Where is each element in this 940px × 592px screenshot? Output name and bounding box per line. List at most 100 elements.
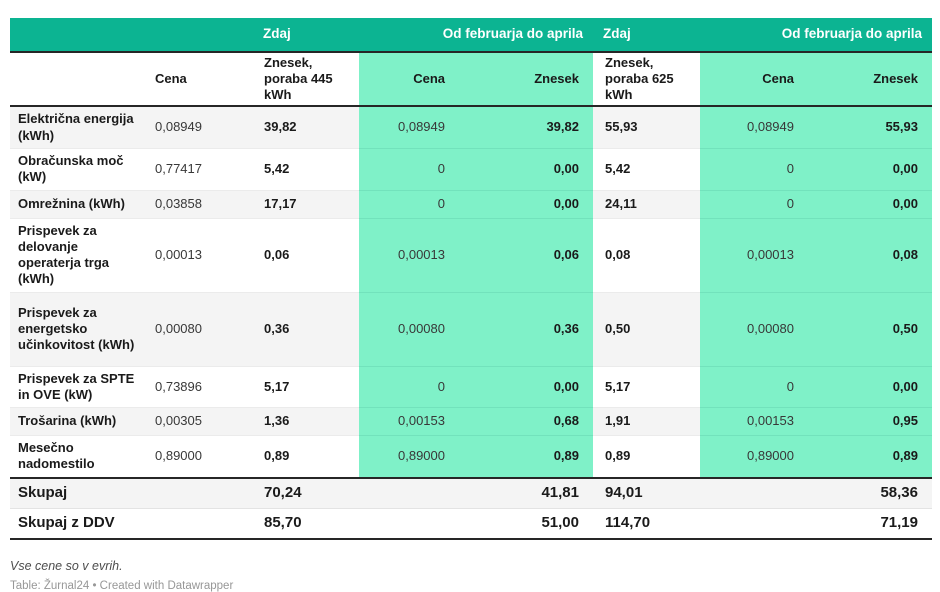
total-label: Skupaj z DDV <box>18 513 115 531</box>
cell-znesek-feb: 0,06 <box>459 217 593 292</box>
cell-znesek-feb-2: 55,93 <box>808 107 932 148</box>
row-label: Trošarina (kWh) <box>10 407 145 435</box>
cell-znesek-625-now: 24,11 <box>593 189 700 218</box>
cell-znesek-445-now: 0,06 <box>253 217 359 292</box>
cell-cena-feb: 0,00013 <box>359 217 459 292</box>
cell-znesek-625-now: 0,89 <box>593 435 700 477</box>
cell-znesek-445-now: 0,89 <box>253 435 359 477</box>
total-znesek-625: 94,01 <box>605 483 643 501</box>
table-row: Omrežnina (kWh) 0,03858 17,17 0 0,00 24,… <box>10 189 932 218</box>
total-znesek-feb: 41,81 <box>541 483 579 501</box>
cell-cena-feb: 0,00153 <box>359 407 459 435</box>
column-header-empty <box>10 53 145 105</box>
row-label: Prispevek za SPTE in OVE (kW) <box>10 365 145 408</box>
group-header-feb-apr-2: Od februarja do aprila <box>781 26 922 42</box>
group-header-spacer <box>10 18 253 51</box>
table-row: Prispevek za delovanje operaterja trga (… <box>10 217 932 292</box>
cell-cena-feb-2: 0,00013 <box>700 217 808 292</box>
total-empty <box>359 479 459 508</box>
group-header-zdaj-1: Zdaj <box>263 26 291 42</box>
column-header-cena-2: Cena <box>359 53 459 105</box>
total-znesek-445: 70,24 <box>264 483 302 501</box>
cell-cena-feb-2: 0 <box>700 148 808 190</box>
cell-znesek-feb: 0,00 <box>459 365 593 407</box>
cell-znesek-445-now: 0,36 <box>253 291 359 366</box>
cell-znesek-445-now: 39,82 <box>264 119 297 135</box>
total-row-skupaj-ddv: Skupaj z DDV 85,70 51,00 114,70 71,19 <box>10 507 932 540</box>
cell-znesek-625-now: 5,17 <box>593 365 700 408</box>
row-label: Obračunska moč (kW) <box>10 148 145 190</box>
table-row: Prispevek za SPTE in OVE (kW) 0,73896 5,… <box>10 365 932 408</box>
row-label: Prispevek za energetsko učinkovitost (kW… <box>10 291 145 366</box>
cell-znesek-feb-2: 0,00 <box>808 148 932 190</box>
cell-cena-feb: 0,00080 <box>359 291 459 366</box>
cell-cena-feb: 0 <box>359 148 459 190</box>
total-empty <box>145 509 253 538</box>
row-label: Prispevek za delovanje operaterja trga (… <box>10 217 145 292</box>
cell-cena-feb-2: 0,00080 <box>700 291 808 366</box>
cell-znesek-445-now: 1,36 <box>253 407 359 435</box>
cell-cena-now: 0,00013 <box>145 217 253 292</box>
group-header-zdaj-2: Zdaj <box>603 26 631 42</box>
column-header-cena-3: Cena <box>700 53 808 105</box>
column-header-znesek-4: Znesek <box>808 53 932 105</box>
table-group-header-row: Zdaj Od februarja do aprila Zdaj Od febr… <box>10 18 932 53</box>
table-column-header-row: Cena Znesek, poraba 445 kWh Cena Znesek … <box>10 53 932 107</box>
table-row: Trošarina (kWh) 0,00305 1,36 0,00153 0,6… <box>10 407 932 435</box>
cell-znesek-feb-2: 0,95 <box>808 407 932 435</box>
cell-cena-feb: 0,89000 <box>359 435 459 477</box>
cell-znesek-feb-2: 0,08 <box>808 217 932 292</box>
cell-cena-feb-2: 0,89000 <box>700 435 808 477</box>
cell-znesek-625-now: 0,50 <box>593 291 700 366</box>
column-header-znesek-625: Znesek, poraba 625 kWh <box>605 54 674 103</box>
total-znesek-445: 85,70 <box>264 513 302 531</box>
cell-cena-feb: 0,08949 <box>359 107 459 148</box>
cell-znesek-445-now: 5,17 <box>253 365 359 408</box>
total-znesek-feb-2: 58,36 <box>880 483 918 501</box>
cell-cena-feb: 0 <box>359 365 459 407</box>
cell-cena-now: 0,00305 <box>145 407 253 435</box>
total-empty <box>700 509 808 538</box>
column-header-znesek-2: Znesek <box>459 53 593 105</box>
cell-cena-now: 0,03858 <box>145 189 253 218</box>
row-label: Mesečno nadomestilo <box>10 435 145 477</box>
cell-znesek-625-now: 55,93 <box>605 119 638 135</box>
cell-cena-now: 0,77417 <box>145 148 253 190</box>
cell-znesek-feb: 0,68 <box>459 407 593 435</box>
cell-znesek-feb: 0,00 <box>459 189 593 218</box>
row-label: Omrežnina (kWh) <box>10 189 145 218</box>
cell-znesek-feb-2: 0,89 <box>808 435 932 477</box>
total-label: Skupaj <box>18 483 68 501</box>
table-footnote: Vse cene so v evrih. <box>10 558 123 573</box>
table-row: Električna energija (kWh) 0,08949 39,82 … <box>10 107 932 148</box>
row-label: Električna energija (kWh) <box>18 111 134 143</box>
cell-cena-feb-2: 0,08949 <box>700 107 808 148</box>
cell-znesek-445-now: 17,17 <box>253 189 359 218</box>
column-header-znesek-445: Znesek, poraba 445 kWh <box>264 54 333 103</box>
total-znesek-feb: 51,00 <box>541 513 579 531</box>
total-empty <box>359 509 459 538</box>
cell-znesek-feb: 0,00 <box>459 148 593 190</box>
cell-znesek-625-now: 5,42 <box>593 148 700 190</box>
table-row: Prispevek za energetsko učinkovitost (kW… <box>10 291 932 366</box>
cell-cena-now: 0,89000 <box>145 435 253 477</box>
total-empty <box>145 479 253 508</box>
table-row: Mesečno nadomestilo 0,89000 0,89 0,89000… <box>10 435 932 477</box>
cell-znesek-625-now: 0,08 <box>593 217 700 292</box>
column-header-cena-1: Cena <box>155 70 187 86</box>
cell-cena-feb-2: 0,00153 <box>700 407 808 435</box>
cell-cena-feb-2: 0 <box>700 189 808 218</box>
table-byline: Table: Žurnal24 • Created with Datawrapp… <box>10 579 234 592</box>
cell-znesek-feb: 0,36 <box>459 291 593 366</box>
cell-znesek-feb: 39,82 <box>459 107 593 148</box>
total-znesek-feb-2: 71,19 <box>880 513 918 531</box>
group-header-feb-apr-1: Od februarja do aprila <box>442 26 583 42</box>
table-row: Obračunska moč (kW) 0,77417 5,42 0 0,00 … <box>10 148 932 190</box>
total-znesek-625: 114,70 <box>605 513 651 531</box>
cell-znesek-feb-2: 0,50 <box>808 291 932 366</box>
cell-cena-now: 0,73896 <box>145 365 253 408</box>
cell-cena-feb-2: 0 <box>700 365 808 407</box>
cell-cena-now: 0,08949 <box>155 119 202 135</box>
total-row-skupaj: Skupaj 70,24 41,81 94,01 58,36 <box>10 476 932 508</box>
